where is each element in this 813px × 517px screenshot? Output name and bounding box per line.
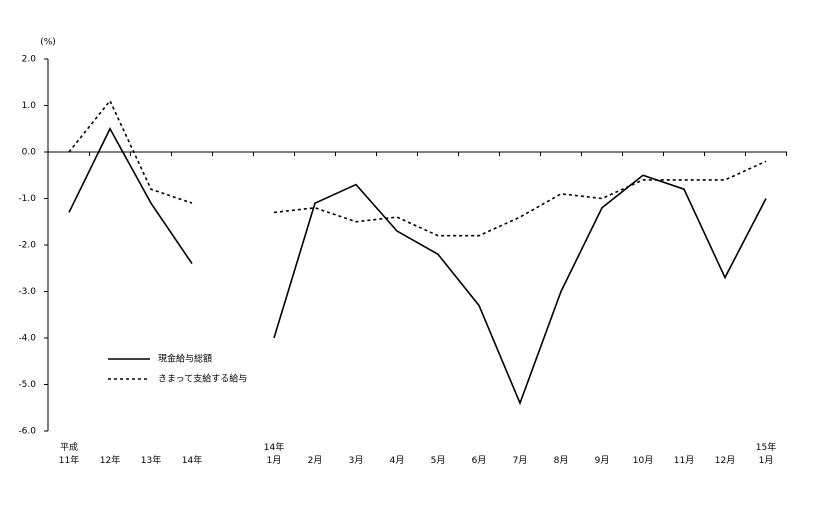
x-tick-label: 5月 <box>431 455 446 466</box>
y-tick-label: -5.0 <box>18 380 36 390</box>
x-tick-line: 1月 <box>267 455 282 466</box>
x-tick-line: 7月 <box>513 455 528 466</box>
x-tick-label: 14年 1月 <box>264 441 284 466</box>
x-tick-line: 11月 <box>674 455 694 466</box>
x-tick-line: 10月 <box>633 455 653 466</box>
x-tick-line: 13年 <box>141 454 161 466</box>
x-tick-line: 平成 <box>60 441 78 453</box>
x-tick-label: 4月 <box>390 455 405 466</box>
y-tick-label: -2.0 <box>18 241 36 251</box>
series-line <box>68 99 767 237</box>
x-tick-line: 14年 <box>264 441 284 453</box>
x-tick-label: 14年 <box>182 454 202 466</box>
unit-label: (%) <box>40 38 56 48</box>
x-tick-line: 12年 <box>100 454 120 466</box>
x-tick-label: 7月 <box>513 455 528 466</box>
legend-label: 現金給与総額 <box>158 353 212 365</box>
x-tick-label: 2月 <box>308 455 323 466</box>
x-tick-line: 3月 <box>349 455 364 466</box>
x-tick-label: 8月 <box>554 455 569 466</box>
x-tick-line: 1月 <box>759 455 774 466</box>
x-tick-line: 2月 <box>308 455 323 466</box>
x-tick-label: 3月 <box>349 455 364 466</box>
x-tick-line: 11年 <box>59 454 79 466</box>
x-tick-line: 15年 <box>756 441 776 453</box>
x-tick-label: 12年 <box>100 454 120 466</box>
y-tick-label: 2.0 <box>22 55 37 65</box>
x-tick-label: 13年 <box>141 454 161 466</box>
x-tick-line: 8月 <box>554 455 569 466</box>
y-tick-label: -4.0 <box>18 334 36 344</box>
series-line <box>68 127 767 406</box>
x-tick-line: 6月 <box>472 455 487 466</box>
x-tick-label: 12月 <box>715 455 735 466</box>
legend-label: きまって支給する給与 <box>158 373 247 385</box>
x-tick-line: 9月 <box>595 455 610 466</box>
y-tick-label: -1.0 <box>18 194 36 204</box>
y-tick-label: -6.0 <box>18 427 36 437</box>
x-tick-label: 15年 1月 <box>756 441 776 466</box>
y-tick-label: 1.0 <box>22 101 37 111</box>
x-tick-label: 9月 <box>595 455 610 466</box>
x-tick-line: 14年 <box>182 454 202 466</box>
y-tick-label: 0.0 <box>22 148 37 158</box>
x-tick-line: 12月 <box>715 455 735 466</box>
x-tick-line: 4月 <box>390 455 405 466</box>
x-tick-label: 平成 11年 <box>59 441 79 466</box>
x-tick-line: 5月 <box>431 455 446 466</box>
x-tick-label: 10月 <box>633 455 653 466</box>
x-tick-label: 11月 <box>674 455 694 466</box>
x-tick-label: 6月 <box>472 455 487 466</box>
y-tick-label: -3.0 <box>18 287 36 297</box>
